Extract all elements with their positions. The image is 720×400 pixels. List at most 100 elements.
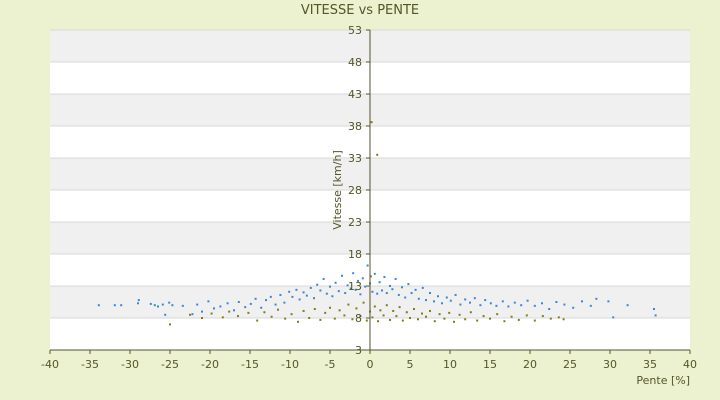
data-point-series-2 — [263, 311, 266, 314]
x-tick-label: 40 — [683, 358, 697, 371]
data-point-series-1 — [464, 298, 467, 301]
data-point-series-1 — [113, 304, 116, 307]
data-point-series-2 — [482, 315, 485, 318]
x-tick-label: -5 — [325, 358, 336, 371]
data-point-series-1 — [459, 303, 462, 306]
y-tick-label: 28 — [348, 184, 362, 197]
data-point-series-2 — [510, 315, 513, 318]
data-point-series-2 — [392, 309, 395, 312]
data-point-series-1 — [137, 299, 140, 302]
data-point-series-2 — [333, 317, 336, 320]
data-point-series-1 — [389, 285, 391, 287]
data-point-series-1 — [626, 304, 629, 307]
data-point-series-1 — [309, 286, 312, 289]
data-point-series-2 — [496, 313, 499, 316]
data-point-series-1 — [168, 301, 171, 304]
data-point-series-2 — [503, 320, 506, 323]
data-point-series-2 — [284, 317, 287, 320]
x-tick-label: 35 — [643, 358, 657, 371]
data-point-series-1 — [489, 302, 492, 305]
data-point-series-2 — [169, 323, 171, 326]
data-point-series-1 — [513, 301, 516, 304]
data-point-series-1 — [191, 313, 194, 316]
data-point-series-1 — [181, 304, 184, 307]
data-point-series-1 — [349, 287, 352, 290]
data-point-series-2 — [409, 317, 411, 319]
data-point-series-1 — [319, 289, 322, 292]
data-point-series-1 — [254, 297, 257, 300]
data-point-series-2 — [297, 320, 299, 323]
data-point-series-2 — [389, 318, 391, 321]
data-point-series-1 — [520, 304, 523, 307]
data-point-series-1 — [394, 277, 397, 280]
data-point-series-1 — [322, 277, 325, 280]
data-point-series-2 — [401, 319, 404, 322]
x-tick-label: 15 — [483, 358, 497, 371]
data-point-series-1 — [548, 308, 551, 311]
data-point-series-1 — [249, 302, 252, 305]
data-point-series-1 — [469, 301, 471, 304]
data-point-series-2 — [438, 313, 441, 316]
data-point-series-1 — [226, 302, 229, 305]
data-point-series-1 — [260, 306, 263, 309]
data-point-series-2 — [319, 318, 322, 321]
data-point-series-2 — [464, 318, 467, 321]
data-point-series-2 — [525, 314, 528, 317]
data-point-series-2 — [351, 318, 354, 321]
data-point-series-1 — [171, 304, 174, 307]
data-point-series-2 — [302, 309, 305, 312]
data-point-series-2 — [347, 303, 350, 306]
data-point-series-1 — [302, 291, 305, 294]
data-point-series-1 — [445, 296, 448, 299]
data-point-series-1 — [279, 293, 282, 296]
data-point-series-2 — [377, 320, 379, 323]
data-point-series-1 — [344, 292, 347, 295]
data-point-series-1 — [269, 295, 272, 298]
data-point-series-2 — [370, 121, 373, 124]
x-tick-label: 10 — [443, 358, 457, 371]
data-point-series-2 — [308, 317, 311, 319]
data-point-series-1 — [454, 293, 457, 296]
data-point-series-1 — [219, 305, 222, 308]
data-point-series-1 — [404, 296, 407, 299]
y-tick-label: 43 — [348, 88, 362, 101]
x-tick-labels: -40 -35 -30 -25 -20 -15 -10 -5 0 5 10 15 20 25 30 35 40 — [41, 358, 697, 371]
data-point-series-1 — [352, 272, 355, 275]
data-point-series-1 — [595, 297, 598, 300]
data-point-series-1 — [526, 299, 529, 302]
data-point-series-1 — [237, 301, 240, 303]
data-point-series-1 — [437, 295, 439, 298]
data-point-series-2 — [290, 313, 293, 316]
data-point-series-1 — [164, 313, 167, 316]
data-point-series-1 — [313, 297, 315, 300]
data-point-series-1 — [295, 288, 298, 291]
data-point-series-1 — [391, 288, 394, 291]
data-point-series-2 — [210, 312, 213, 315]
data-point-series-1 — [213, 307, 215, 310]
y-axis-title: Vitesse [km/h] — [331, 150, 344, 230]
data-point-series-2 — [221, 316, 224, 319]
data-point-series-2 — [489, 317, 491, 320]
x-tick-label: 30 — [603, 358, 617, 371]
data-point-series-2 — [338, 309, 341, 312]
data-point-series-2 — [421, 312, 423, 315]
data-point-series-1 — [385, 292, 388, 295]
data-point-series-1 — [361, 277, 364, 280]
x-tick-label: 5 — [407, 358, 414, 371]
data-point-series-1 — [479, 304, 482, 307]
data-point-series-2 — [533, 319, 536, 322]
data-point-series-2 — [201, 317, 203, 319]
data-point-series-1 — [305, 294, 308, 297]
x-tick-label: 25 — [563, 358, 577, 371]
y-tick-label: 53 — [348, 24, 362, 37]
data-point-series-1 — [366, 264, 369, 267]
data-point-series-2 — [429, 309, 431, 312]
data-point-series-1 — [433, 300, 435, 303]
data-point-series-2 — [362, 301, 365, 304]
data-point-series-1 — [364, 285, 367, 288]
data-point-series-2 — [557, 316, 560, 319]
data-point-series-1 — [201, 310, 203, 313]
data-point-series-2 — [476, 319, 479, 322]
data-point-series-2 — [228, 310, 231, 313]
